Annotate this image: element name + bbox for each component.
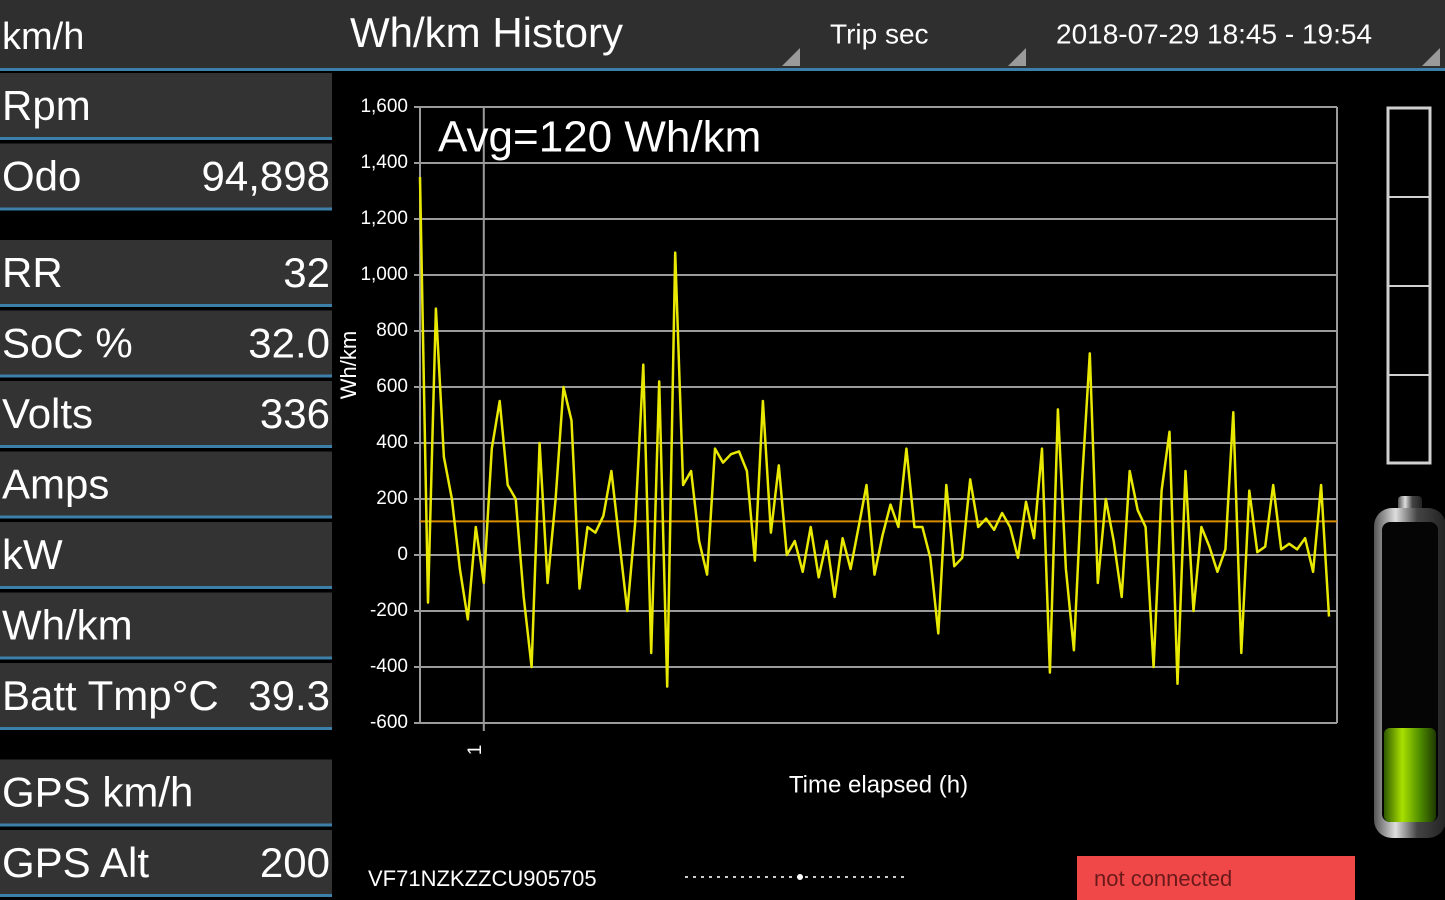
header-divider bbox=[0, 68, 1445, 71]
sidebar-row[interactable]: kW bbox=[0, 522, 332, 589]
data-line bbox=[418, 176, 1331, 688]
progress-dot bbox=[797, 874, 803, 880]
range-dropdown[interactable]: 2018-07-29 18:45 - 19:54 bbox=[1008, 18, 1440, 66]
row-value: 200 bbox=[260, 839, 330, 886]
y-tick-label: 1,200 bbox=[360, 208, 408, 229]
row-background bbox=[0, 663, 332, 727]
sidebar: Rpm Odo 94,898 RR 32 SoC % 32.0 Volts 336 Amps kW W… bbox=[0, 73, 332, 897]
row-divider bbox=[0, 656, 332, 660]
sidebar-row[interactable]: GPS km/h bbox=[0, 759, 332, 827]
period-selector[interactable]: Trip sec bbox=[830, 18, 929, 49]
chart: 1,600 1,400 1,200 1,000 800 600 400 200 0 -200 -40… bbox=[336, 96, 1338, 798]
row-divider bbox=[0, 894, 332, 897]
row-label: RR bbox=[2, 249, 63, 296]
row-label: Batt Tmp°C bbox=[2, 672, 219, 719]
row-background bbox=[0, 381, 332, 445]
x-tick-label: 1 bbox=[465, 745, 486, 756]
row-divider bbox=[0, 304, 332, 307]
row-label: Odo bbox=[2, 153, 81, 200]
row-label: Amps bbox=[2, 461, 109, 508]
row-background bbox=[0, 73, 332, 137]
row-background bbox=[0, 451, 332, 516]
sidebar-row[interactable]: Odo 94,898 bbox=[0, 143, 332, 211]
range-selector[interactable]: 2018-07-29 18:45 - 19:54 bbox=[1056, 18, 1372, 49]
row-divider bbox=[0, 515, 332, 519]
y-tick-label: 600 bbox=[376, 376, 408, 397]
sidebar-row[interactable]: Volts 336 bbox=[0, 381, 332, 448]
sidebar-row[interactable]: Rpm bbox=[0, 73, 332, 140]
row-label: Wh/km bbox=[2, 602, 133, 649]
header-bar bbox=[0, 0, 1445, 70]
sidebar-row[interactable]: Batt Tmp°C 39.3 bbox=[0, 663, 332, 730]
sidebar-row[interactable]: RR 32 bbox=[0, 240, 332, 307]
row-divider bbox=[0, 586, 332, 589]
y-tick-label: 0 bbox=[397, 544, 408, 565]
y-tick-label: 1,400 bbox=[360, 152, 408, 173]
y-tick-label: 200 bbox=[376, 488, 408, 509]
connection-status[interactable]: not connected bbox=[1094, 866, 1232, 891]
row-value: 94,898 bbox=[202, 153, 330, 200]
y-tick-label: -200 bbox=[370, 600, 408, 621]
row-label: GPS Alt bbox=[2, 839, 149, 886]
dropdown-corner bbox=[1422, 48, 1440, 66]
y-tick-label: 400 bbox=[376, 432, 408, 453]
row-label: GPS km/h bbox=[2, 769, 193, 816]
sidebar-row[interactable]: GPS Alt 200 bbox=[0, 830, 332, 897]
sidebar-row[interactable]: Amps bbox=[0, 451, 332, 519]
x-axis-title: Time elapsed (h) bbox=[789, 771, 968, 798]
row-label: kW bbox=[2, 531, 63, 578]
speed-label[interactable]: km/h bbox=[2, 16, 84, 58]
row-background bbox=[0, 592, 332, 657]
dropdown-corner bbox=[782, 48, 800, 66]
row-divider bbox=[0, 727, 332, 730]
period-dropdown[interactable]: Trip sec bbox=[782, 18, 929, 66]
row-label: Volts bbox=[2, 390, 93, 437]
row-value: 336 bbox=[260, 390, 330, 437]
row-value: 32 bbox=[283, 249, 330, 296]
sidebar-row[interactable]: SoC % 32.0 bbox=[0, 310, 332, 378]
y-axis-title: Wh/km bbox=[336, 331, 361, 399]
y-tick-label: 800 bbox=[376, 320, 408, 341]
row-label: SoC % bbox=[2, 320, 133, 367]
vin: VF71NZKZZCU905705 bbox=[368, 866, 597, 891]
sidebar-row[interactable]: Wh/km bbox=[0, 592, 332, 660]
battery-gauge bbox=[1374, 496, 1445, 838]
row-background bbox=[0, 143, 332, 208]
y-tick-label: 1,600 bbox=[360, 96, 408, 117]
screen-title: Wh/km History bbox=[350, 9, 623, 56]
status-box[interactable] bbox=[1077, 856, 1355, 900]
dropdown-corner bbox=[1008, 48, 1026, 66]
row-background bbox=[0, 310, 332, 375]
y-tick-label: -600 bbox=[370, 712, 408, 733]
y-tick-label: 1,000 bbox=[360, 264, 408, 285]
row-divider bbox=[0, 207, 332, 211]
bar-gauge bbox=[1386, 106, 1432, 465]
row-divider bbox=[0, 137, 332, 140]
battery-level bbox=[1384, 728, 1436, 822]
row-value: 39.3 bbox=[248, 672, 330, 719]
average-annotation: Avg=120 Wh/km bbox=[438, 113, 761, 162]
row-divider bbox=[0, 445, 332, 448]
row-value: 32.0 bbox=[248, 320, 330, 367]
y-tick-label: -400 bbox=[370, 656, 408, 677]
row-background bbox=[0, 830, 332, 894]
row-divider bbox=[0, 823, 332, 827]
row-background bbox=[0, 759, 332, 824]
row-background bbox=[0, 522, 332, 586]
row-label: Rpm bbox=[2, 82, 91, 129]
row-divider bbox=[0, 374, 332, 378]
row-background bbox=[0, 240, 332, 304]
